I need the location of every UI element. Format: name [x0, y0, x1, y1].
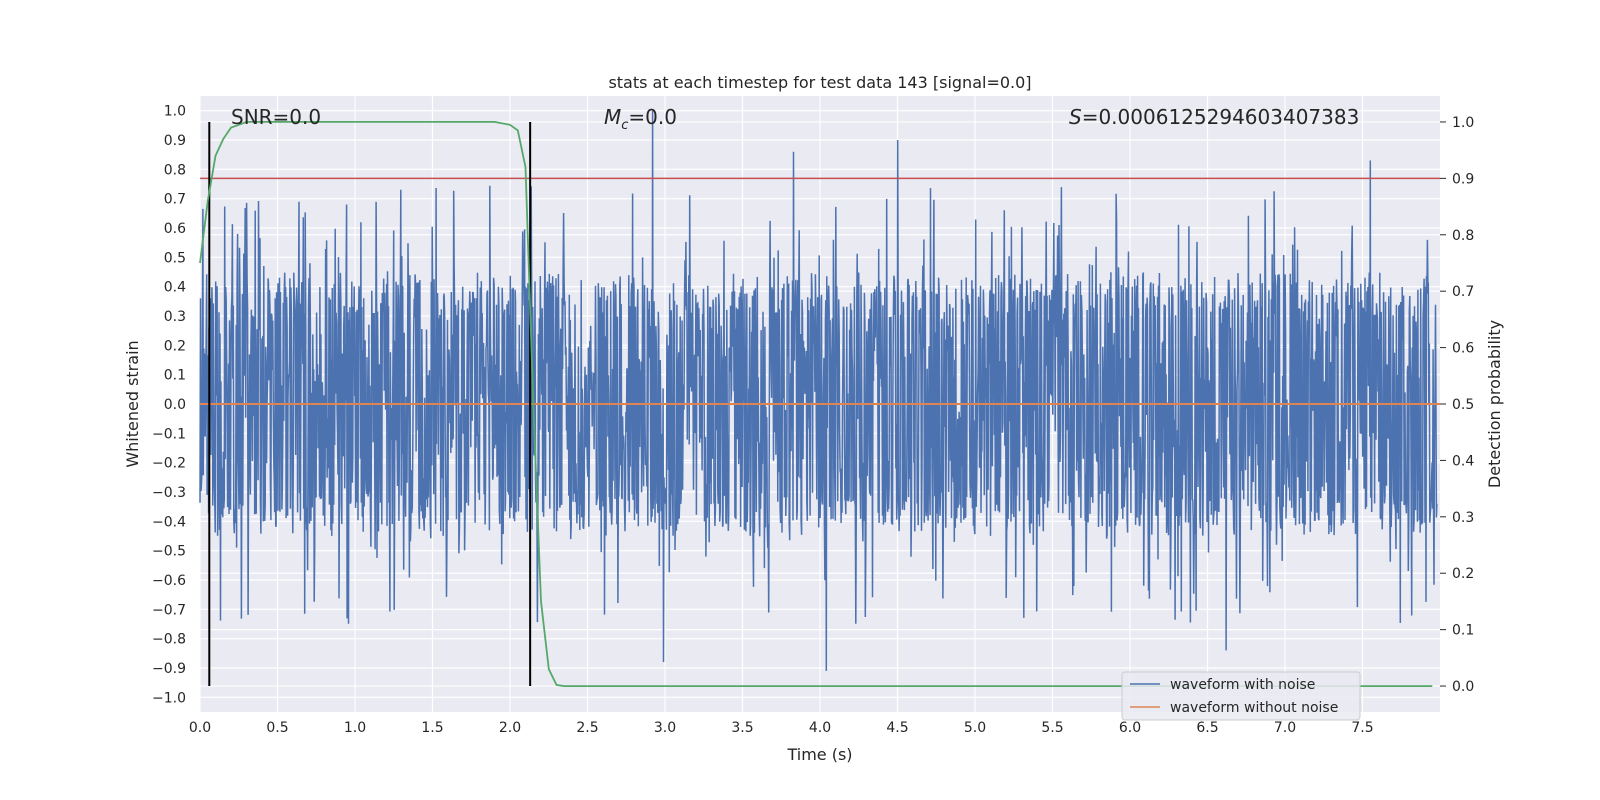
- y-tick-label: 1.0: [164, 104, 186, 120]
- x-tick-label: 0.5: [266, 720, 288, 736]
- legend-label-noise: waveform with noise: [1170, 677, 1315, 693]
- y-axis-label: Whitened strain: [123, 340, 142, 467]
- s-annotation: S=0.000612529460340738​3: [1069, 105, 1359, 129]
- y-tick-label: 0.5: [164, 250, 186, 266]
- x-tick-label: 0.0: [189, 720, 211, 736]
- x-tick-label: 5.0: [964, 720, 986, 736]
- y-tick-label: −1.0: [152, 690, 186, 706]
- y-tick-label: −0.1: [152, 426, 186, 442]
- y2-tick-label: 0.9: [1452, 171, 1474, 187]
- legend: waveform with noise waveform without noi…: [1121, 671, 1361, 721]
- x-tick-label: 1.5: [421, 720, 443, 736]
- y-tick-label: −0.6: [152, 573, 186, 589]
- x-tick-label: 2.0: [499, 720, 521, 736]
- x-tick-label: 6.5: [1196, 720, 1218, 736]
- series-detection-probability: [199, 121, 1433, 687]
- detection-probability-line: [199, 121, 1433, 687]
- y-tick-label: −0.3: [152, 485, 186, 501]
- x-tick-label: 5.5: [1041, 720, 1063, 736]
- series-waveform-with-noise: [199, 110, 1438, 671]
- x-tick-label: 6.0: [1119, 720, 1141, 736]
- y-ticks-right: 1.0 0.9 0.8 0.7 0.6 0.5 0.4 0.3 0.2 0.1 0.0: [1440, 115, 1474, 695]
- y-tick-label: −0.7: [152, 602, 186, 618]
- x-ticks: 0.0 0.5 1.0 1.5 2.0 2.5 3.0 3.5 4.0 4.5 5.0 5.5 6.0 6…: [189, 720, 1374, 736]
- snr-annotation: SNR=0.0: [231, 105, 321, 129]
- mc-value: =0.0: [628, 105, 677, 129]
- y-tick-label: −0.9: [152, 661, 186, 677]
- y2-axis-label: Detection probability: [1485, 320, 1504, 488]
- y2-tick-label: 0.1: [1452, 623, 1474, 639]
- y-tick-label: −0.4: [152, 514, 186, 530]
- x-tick-label: 3.0: [654, 720, 676, 736]
- y-tick-label: 0.2: [164, 338, 186, 354]
- y-tick-label: 0.6: [164, 221, 186, 237]
- y2-tick-label: 0.6: [1452, 341, 1474, 357]
- y-tick-label: 0.3: [164, 309, 186, 325]
- s-symbol: S: [1069, 105, 1082, 129]
- y-tick-label: −0.8: [152, 632, 186, 648]
- y-tick-label: 0.9: [164, 133, 186, 149]
- legend-label-clean: waveform without noise: [1170, 700, 1338, 716]
- y2-tick-label: 0.2: [1452, 566, 1474, 582]
- y-tick-label: 0.7: [164, 192, 186, 208]
- waveform-with-noise-line: [199, 110, 1438, 671]
- y-tick-label: 0.8: [164, 162, 186, 178]
- y2-tick-label: 0.8: [1452, 228, 1474, 244]
- mc-symbol: M: [604, 105, 621, 129]
- y-tick-label: 0.1: [164, 368, 186, 384]
- x-tick-label: 4.5: [886, 720, 908, 736]
- x-tick-label: 4.0: [809, 720, 831, 736]
- y2-tick-label: 0.7: [1452, 284, 1474, 300]
- y2-tick-label: 0.4: [1452, 453, 1474, 469]
- x-tick-label: 2.5: [576, 720, 598, 736]
- mc-annotation: Mc=0.0: [604, 105, 677, 133]
- x-tick-label: 7.0: [1274, 720, 1296, 736]
- x-tick-label: 3.5: [731, 720, 753, 736]
- y-ticks-left: 1.0 0.9 0.8 0.7 0.6 0.5 0.4 0.3 0.2 0.1 0.0 −0.1 −0.…: [152, 104, 186, 707]
- legend-box: [1121, 671, 1361, 721]
- y2-tick-label: 0.0: [1452, 679, 1474, 695]
- marker-lines: [208, 121, 532, 687]
- y2-tick-label: 0.5: [1452, 397, 1474, 413]
- y-tick-label: 0.0: [164, 397, 186, 413]
- chart-title: stats at each timestep for test data 143…: [608, 73, 1031, 92]
- x-tick-label: 1.0: [344, 720, 366, 736]
- y-tick-label: 0.4: [164, 280, 186, 296]
- mc-subscript: c: [621, 118, 628, 133]
- x-tick-label: 7.5: [1351, 720, 1373, 736]
- y2-tick-label: 1.0: [1452, 115, 1474, 131]
- x-axis-label: Time (s): [786, 745, 852, 764]
- y-tick-label: −0.5: [152, 544, 186, 560]
- s-value: =0.000612529460340738​3: [1082, 105, 1360, 129]
- y2-tick-label: 0.3: [1452, 510, 1474, 526]
- y-tick-label: −0.2: [152, 456, 186, 472]
